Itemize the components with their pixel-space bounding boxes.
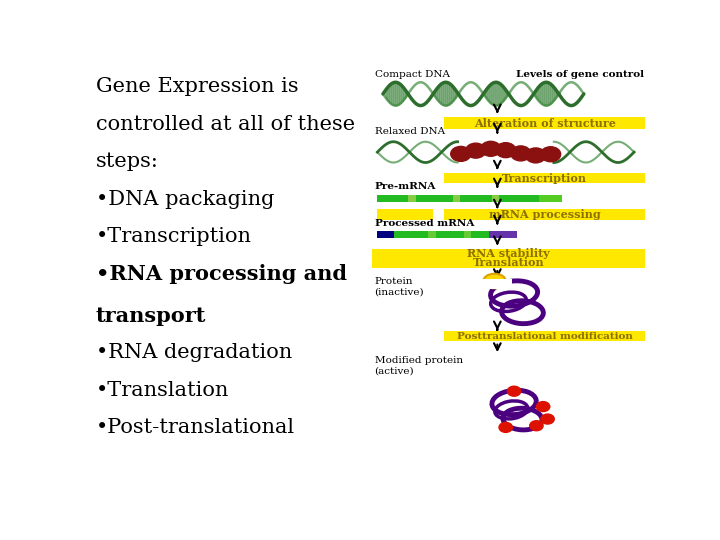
Text: Gene Expression is: Gene Expression is — [96, 77, 298, 96]
Bar — [539, 195, 562, 202]
Bar — [377, 195, 408, 202]
Bar — [444, 173, 645, 183]
Circle shape — [481, 141, 501, 156]
Text: controlled at all of these: controlled at all of these — [96, 114, 355, 134]
Text: Posttranslational modification: Posttranslational modification — [456, 332, 633, 341]
Bar — [482, 279, 513, 289]
Bar — [444, 331, 645, 341]
Text: •DNA packaging: •DNA packaging — [96, 190, 274, 208]
Text: Relaxed DNA: Relaxed DNA — [374, 127, 445, 136]
Circle shape — [541, 147, 561, 161]
Bar — [436, 231, 464, 238]
Text: Compact DNA: Compact DNA — [374, 70, 449, 79]
Circle shape — [510, 146, 531, 161]
Text: transport: transport — [96, 306, 206, 326]
Bar — [453, 195, 460, 202]
Bar — [471, 231, 489, 238]
Text: Pre-mRNA: Pre-mRNA — [374, 182, 436, 191]
Bar — [444, 209, 645, 220]
Text: RNA stability: RNA stability — [467, 248, 550, 259]
Circle shape — [541, 414, 554, 424]
Text: Processed mRNA: Processed mRNA — [374, 219, 474, 228]
Circle shape — [499, 422, 513, 433]
Text: steps:: steps: — [96, 152, 158, 171]
Ellipse shape — [483, 274, 505, 288]
Text: •RNA degradation: •RNA degradation — [96, 343, 292, 362]
Text: •RNA processing and: •RNA processing and — [96, 265, 346, 285]
Bar — [372, 258, 645, 268]
Bar — [499, 195, 539, 202]
Bar — [377, 209, 433, 220]
Text: Transcription: Transcription — [503, 173, 588, 184]
Text: Protein
(inactive): Protein (inactive) — [374, 277, 424, 296]
Bar — [408, 195, 416, 202]
Text: Levels of gene control: Levels of gene control — [516, 70, 644, 79]
Bar — [416, 195, 453, 202]
Text: •Transcription: •Transcription — [96, 227, 251, 246]
Circle shape — [508, 386, 521, 396]
Bar — [460, 195, 492, 202]
Text: mRNA processing: mRNA processing — [489, 209, 600, 220]
Text: Modified protein
(active): Modified protein (active) — [374, 356, 463, 375]
Text: •Translation: •Translation — [96, 381, 229, 400]
Circle shape — [530, 421, 543, 431]
Bar — [372, 248, 645, 258]
Bar — [492, 195, 499, 202]
Bar — [377, 231, 394, 238]
Bar — [464, 231, 471, 238]
Text: Translation: Translation — [473, 258, 544, 268]
Circle shape — [536, 402, 550, 411]
Bar — [444, 117, 645, 129]
Circle shape — [495, 143, 516, 158]
Circle shape — [526, 148, 546, 163]
Circle shape — [451, 146, 471, 161]
Text: •Post-translational: •Post-translational — [96, 418, 294, 437]
Bar — [394, 231, 428, 238]
Bar — [428, 231, 436, 238]
Text: Alteration of structure: Alteration of structure — [474, 118, 616, 129]
Bar — [489, 231, 517, 238]
Circle shape — [466, 143, 486, 158]
